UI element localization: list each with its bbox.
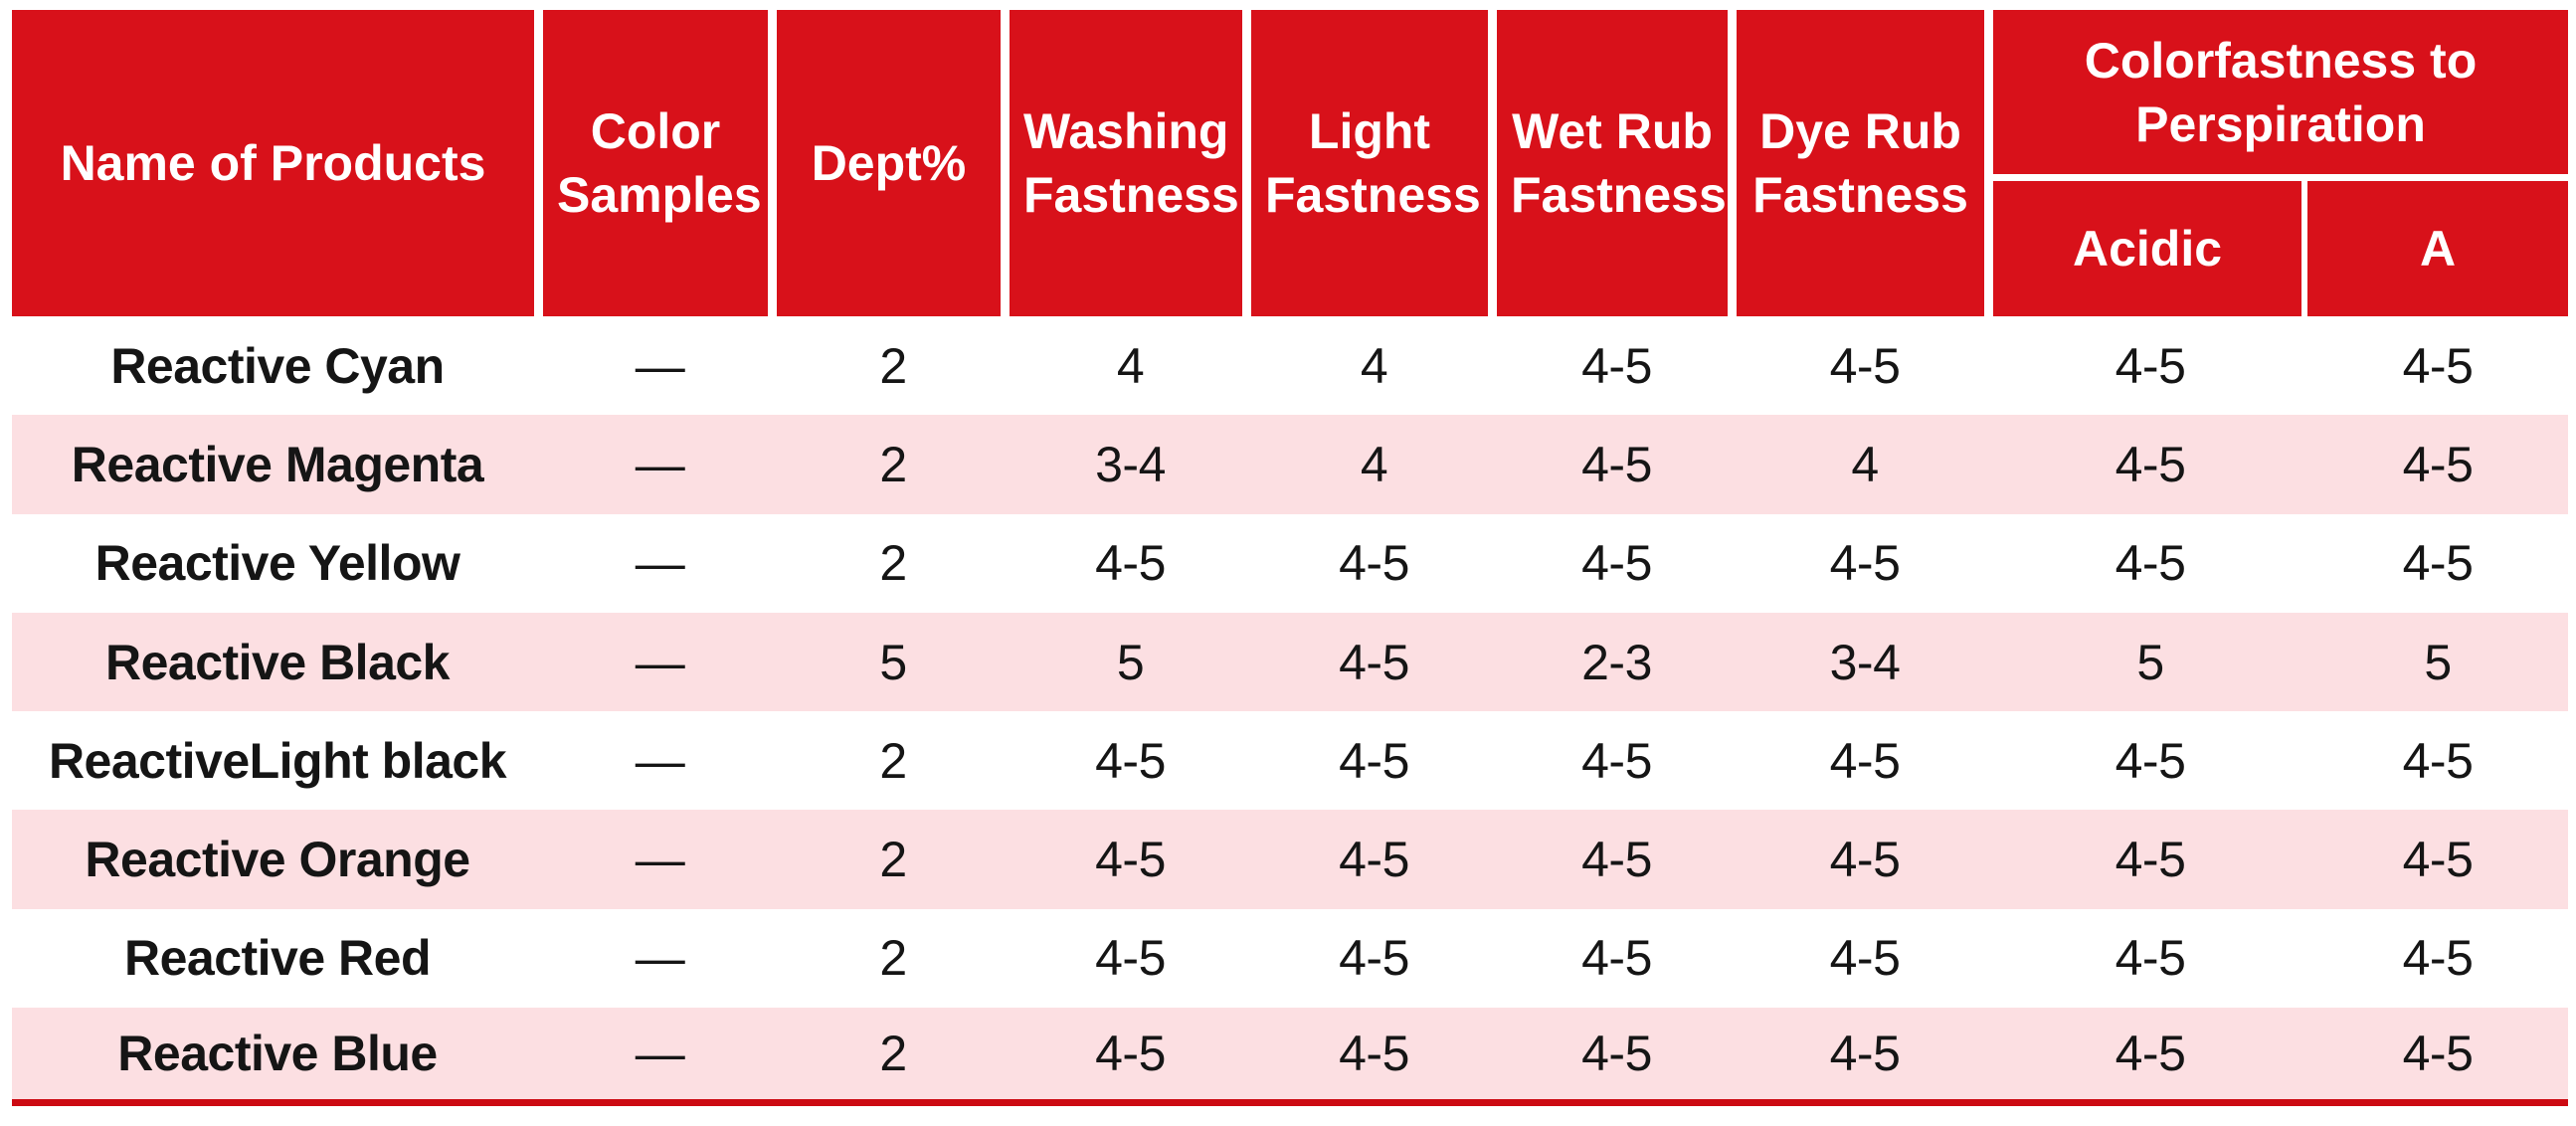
light-cell: 4-5 xyxy=(1251,612,1497,712)
acidic-cell: 4-5 xyxy=(1993,316,2307,416)
table-row: Reactive Red — 2 4-5 4-5 4-5 4-5 4-5 4-5 xyxy=(12,908,2568,1009)
depth-cell: 2 xyxy=(777,1008,1010,1107)
col-header-dye-rub-fastness: Dye Rub Fastness xyxy=(1737,10,1993,316)
washing-cell: 4-5 xyxy=(1010,1008,1251,1107)
washing-cell: 4 xyxy=(1010,316,1251,416)
col-group-header-perspiration: Colorfastness to Perspiration xyxy=(1993,10,2568,181)
spec-table: Name of Products Color Samples Dept% Was… xyxy=(12,10,2568,1107)
color-sample-cell: — xyxy=(543,810,777,909)
depth-cell: 2 xyxy=(777,711,1010,811)
washing-cell: 4-5 xyxy=(1010,711,1251,811)
light-cell: 4 xyxy=(1251,415,1497,514)
product-name-cell: Reactive Yellow xyxy=(12,513,543,613)
product-name-cell: Reactive Cyan xyxy=(12,316,543,416)
product-name-cell: ReactiveLight black xyxy=(12,711,543,811)
col-header-color-samples: Color Samples xyxy=(543,10,777,316)
dye-rub-cell: 3-4 xyxy=(1737,612,1993,712)
col-header-name-of-products: Name of Products xyxy=(12,10,543,316)
product-name-cell: Reactive Red xyxy=(12,908,543,1009)
col-header-acidic: Acidic xyxy=(1993,181,2307,316)
table-row: Reactive Black — 5 5 4-5 2-3 3-4 5 5 xyxy=(12,612,2568,712)
dye-rub-cell: 4-5 xyxy=(1737,316,1993,416)
color-sample-cell: — xyxy=(543,711,777,811)
product-name-cell: Reactive Black xyxy=(12,612,543,712)
a-cell: 4-5 xyxy=(2307,316,2568,416)
depth-cell: 2 xyxy=(777,316,1010,416)
color-sample-cell: — xyxy=(543,415,777,514)
dye-rub-cell: 4 xyxy=(1737,415,1993,514)
depth-cell: 2 xyxy=(777,513,1010,613)
table-row: Reactive Magenta — 2 3-4 4 4-5 4 4-5 4-5 xyxy=(12,415,2568,514)
product-name-cell: Reactive Orange xyxy=(12,810,543,909)
wet-rub-cell: 2-3 xyxy=(1497,612,1737,712)
washing-cell: 5 xyxy=(1010,612,1251,712)
light-cell: 4-5 xyxy=(1251,1008,1497,1107)
wet-rub-cell: 4-5 xyxy=(1497,1008,1737,1107)
dye-rub-cell: 4-5 xyxy=(1737,1008,1993,1107)
washing-cell: 4-5 xyxy=(1010,908,1251,1009)
depth-cell: 2 xyxy=(777,908,1010,1009)
color-sample-cell: — xyxy=(543,513,777,613)
product-name-cell: Reactive Blue xyxy=(12,1008,543,1107)
table-header: Name of Products Color Samples Dept% Was… xyxy=(12,10,2568,316)
color-sample-cell: — xyxy=(543,908,777,1009)
a-cell: 4-5 xyxy=(2307,908,2568,1009)
color-sample-cell: — xyxy=(543,612,777,712)
wet-rub-cell: 4-5 xyxy=(1497,415,1737,514)
col-header-wet-rub-fastness: Wet Rub Fastness xyxy=(1497,10,1737,316)
light-cell: 4-5 xyxy=(1251,513,1497,613)
acidic-cell: 4-5 xyxy=(1993,810,2307,909)
color-sample-cell: — xyxy=(543,1008,777,1107)
light-cell: 4-5 xyxy=(1251,711,1497,811)
wet-rub-cell: 4-5 xyxy=(1497,316,1737,416)
dye-rub-cell: 4-5 xyxy=(1737,908,1993,1009)
product-fastness-table: Name of Products Color Samples Dept% Was… xyxy=(12,10,2568,1107)
washing-cell: 4-5 xyxy=(1010,513,1251,613)
a-cell: 4-5 xyxy=(2307,1008,2568,1107)
acidic-cell: 4-5 xyxy=(1993,908,2307,1009)
wet-rub-cell: 4-5 xyxy=(1497,810,1737,909)
acidic-cell: 5 xyxy=(1993,612,2307,712)
col-header-washing-fastness: Washing Fastness xyxy=(1010,10,1251,316)
color-sample-cell: — xyxy=(543,316,777,416)
a-cell: 4-5 xyxy=(2307,513,2568,613)
product-name-cell: Reactive Magenta xyxy=(12,415,543,514)
dye-rub-cell: 4-5 xyxy=(1737,711,1993,811)
a-cell: 4-5 xyxy=(2307,415,2568,514)
wet-rub-cell: 4-5 xyxy=(1497,513,1737,613)
acidic-cell: 4-5 xyxy=(1993,1008,2307,1107)
a-cell: 5 xyxy=(2307,612,2568,712)
acidic-cell: 4-5 xyxy=(1993,711,2307,811)
wet-rub-cell: 4-5 xyxy=(1497,908,1737,1009)
dye-rub-cell: 4-5 xyxy=(1737,810,1993,909)
a-cell: 4-5 xyxy=(2307,711,2568,811)
table-row: Reactive Orange — 2 4-5 4-5 4-5 4-5 4-5 … xyxy=(12,810,2568,909)
col-header-a: A xyxy=(2307,181,2568,316)
a-cell: 4-5 xyxy=(2307,810,2568,909)
washing-cell: 4-5 xyxy=(1010,810,1251,909)
table-row: Reactive Blue — 2 4-5 4-5 4-5 4-5 4-5 4-… xyxy=(12,1008,2568,1107)
acidic-cell: 4-5 xyxy=(1993,513,2307,613)
washing-cell: 3-4 xyxy=(1010,415,1251,514)
light-cell: 4-5 xyxy=(1251,908,1497,1009)
light-cell: 4-5 xyxy=(1251,810,1497,909)
table-row: ReactiveLight black — 2 4-5 4-5 4-5 4-5 … xyxy=(12,711,2568,811)
table-row: Reactive Cyan — 2 4 4 4-5 4-5 4-5 4-5 xyxy=(12,316,2568,416)
col-header-light-fastness: Light Fastness xyxy=(1251,10,1497,316)
col-header-depth-percent: Dept% xyxy=(777,10,1010,316)
dye-rub-cell: 4-5 xyxy=(1737,513,1993,613)
wet-rub-cell: 4-5 xyxy=(1497,711,1737,811)
depth-cell: 5 xyxy=(777,612,1010,712)
depth-cell: 2 xyxy=(777,810,1010,909)
acidic-cell: 4-5 xyxy=(1993,415,2307,514)
light-cell: 4 xyxy=(1251,316,1497,416)
depth-cell: 2 xyxy=(777,415,1010,514)
table-body: Reactive Cyan — 2 4 4 4-5 4-5 4-5 4-5 Re… xyxy=(12,316,2568,1107)
table-row: Reactive Yellow — 2 4-5 4-5 4-5 4-5 4-5 … xyxy=(12,513,2568,613)
